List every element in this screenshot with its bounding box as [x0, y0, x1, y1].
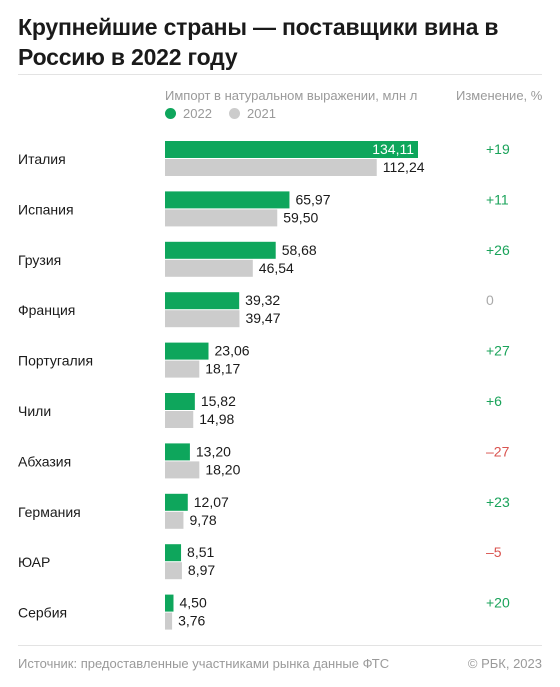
data-label-2021: 112,24 — [383, 159, 425, 175]
bar-2022 — [165, 141, 418, 158]
change-value: 0 — [486, 292, 494, 308]
bar-2022 — [165, 292, 240, 310]
category-label: Португалия — [18, 353, 93, 369]
bar-2021 — [165, 360, 200, 378]
source-note: Источник: предоставленные участниками ры… — [18, 656, 390, 671]
change-value: –5 — [486, 544, 502, 560]
data-label-2021: 8,97 — [188, 562, 215, 578]
change-value: +27 — [486, 343, 510, 359]
category-label: Сербия — [18, 605, 67, 621]
bar-2022 — [165, 493, 188, 511]
data-label-2021: 39,47 — [245, 310, 280, 326]
change-value: +23 — [486, 494, 510, 510]
data-label-2022: 12,07 — [194, 494, 229, 510]
bar-2021 — [165, 310, 240, 328]
data-label-2022: 134,11 — [372, 141, 414, 157]
bar-2022 — [165, 544, 182, 562]
bar-2021 — [165, 612, 173, 630]
legend-2021-label: 2021 — [247, 106, 276, 121]
legend-2021-swatch — [229, 108, 240, 119]
bar-2021 — [165, 411, 194, 428]
bar-2022 — [165, 393, 195, 410]
category-label: Абхазия — [18, 453, 71, 469]
legend-2022: 2022 — [165, 106, 212, 121]
bar-2021 — [165, 159, 377, 176]
bar-chart: Италия 134,11 112,24 +19 Испания 65,97 59,50 +1… — [18, 141, 510, 630]
chart-title: Крупнейшие страны — поставщики вина в Ро… — [18, 14, 499, 70]
change-value: +6 — [486, 393, 502, 409]
category-label: Италия — [18, 151, 66, 167]
data-label-2022: 23,06 — [215, 343, 250, 359]
data-label-2021: 18,17 — [205, 361, 240, 377]
legend-2021: 2021 — [229, 106, 276, 121]
data-label-2022: 4,50 — [179, 595, 206, 611]
change-value: +26 — [486, 242, 510, 258]
change-value: +20 — [486, 595, 510, 611]
data-label-2021: 3,76 — [178, 613, 205, 629]
category-label: Чили — [18, 403, 51, 419]
chart-subtitle: Импорт в натуральном выражении, млн л — [165, 88, 418, 103]
bar-2021 — [165, 461, 200, 479]
category-label: Франция — [18, 302, 75, 318]
data-label-2021: 9,78 — [189, 512, 216, 528]
category-label: ЮАР — [18, 554, 50, 570]
data-label-2022: 13,20 — [196, 443, 231, 459]
bar-2021 — [165, 259, 253, 277]
category-label: Германия — [18, 504, 81, 520]
bar-2022 — [165, 594, 174, 612]
change-value: +11 — [486, 191, 509, 207]
legend-2022-label: 2022 — [183, 106, 212, 121]
bar-2022 — [165, 241, 276, 259]
data-label-2022: 58,68 — [282, 242, 317, 258]
category-label: Испания — [18, 201, 74, 217]
data-label-2022: 39,32 — [245, 292, 280, 308]
data-label-2021: 14,98 — [199, 411, 234, 427]
bar-2022 — [165, 443, 190, 461]
footer-divider — [18, 645, 542, 646]
data-label-2021: 59,50 — [283, 209, 318, 225]
data-label-2022: 8,51 — [187, 544, 214, 560]
bar-2022 — [165, 342, 209, 360]
legend-2022-swatch — [165, 108, 176, 119]
change-value: +19 — [486, 141, 510, 157]
bar-2021 — [165, 562, 182, 580]
data-label-2022: 15,82 — [201, 393, 236, 409]
credit: © РБК, 2023 — [467, 656, 542, 671]
data-label-2021: 18,20 — [205, 461, 240, 477]
category-label: Грузия — [18, 252, 61, 268]
data-label-2021: 46,54 — [259, 260, 294, 276]
bar-2021 — [165, 209, 278, 227]
change-header: Изменение, % — [456, 88, 543, 103]
bar-2021 — [165, 511, 184, 529]
title-divider — [18, 74, 542, 75]
bar-2022 — [165, 191, 290, 209]
change-value: –27 — [486, 443, 510, 459]
data-label-2022: 65,97 — [295, 191, 330, 207]
